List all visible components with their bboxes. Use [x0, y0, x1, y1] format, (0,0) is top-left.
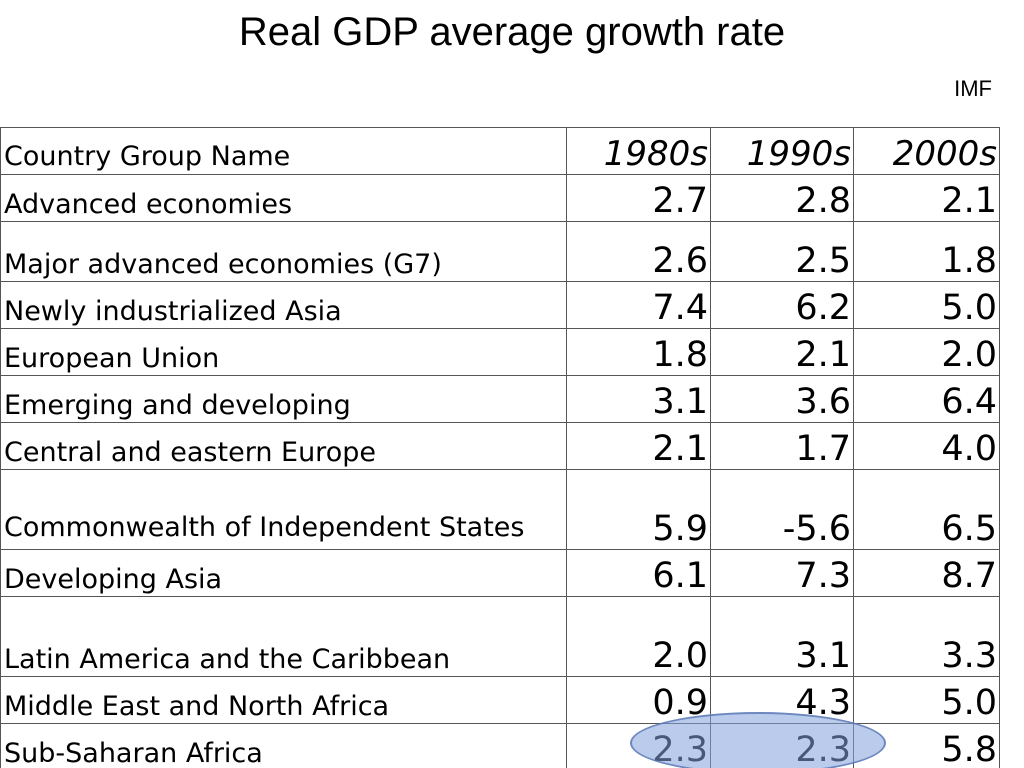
- value-2000s: 6.5: [853, 469, 1000, 550]
- value-1990s: 2.3: [710, 723, 854, 768]
- value-1990s: 3.1: [710, 596, 854, 677]
- value-2000s: 6.4: [853, 375, 1000, 423]
- value-1980s: 5.9: [566, 469, 711, 550]
- value-1990s: 2.1: [710, 328, 854, 376]
- row-name: Latin America and the Caribbean: [0, 596, 567, 677]
- value-1980s: 2.6: [566, 221, 711, 282]
- value-2000s: 8.7: [853, 549, 1000, 597]
- table-row: Advanced economies 2.7 2.8 2.1: [0, 174, 1000, 222]
- value-2000s: 1.8: [853, 221, 1000, 282]
- table-row: Emerging and developing 3.1 3.6 6.4: [0, 375, 1000, 423]
- value-1990s: 2.8: [710, 174, 854, 222]
- row-name: Middle East and North Africa: [0, 676, 567, 724]
- table-row: Latin America and the Caribbean 2.0 3.1 …: [0, 596, 1000, 677]
- row-name: Newly industrialized Asia: [0, 281, 567, 329]
- header-1990s: 1990s: [710, 127, 854, 175]
- table-row: Developing Asia 6.1 7.3 8.7: [0, 549, 1000, 597]
- value-1990s: 2.5: [710, 221, 854, 282]
- value-1980s: 1.8: [566, 328, 711, 376]
- header-country-group: Country Group Name: [0, 127, 567, 175]
- header-2000s: 2000s: [853, 127, 1000, 175]
- value-1990s: 1.7: [710, 422, 854, 470]
- value-1980s: 0.9: [566, 676, 711, 724]
- table-row: European Union 1.8 2.1 2.0: [0, 328, 1000, 376]
- page-title: Real GDP average growth rate: [238, 10, 786, 54]
- value-1990s: 4.3: [710, 676, 854, 724]
- table-row: Newly industrialized Asia 7.4 6.2 5.0: [0, 281, 1000, 329]
- value-1990s: 6.2: [710, 281, 854, 329]
- value-1980s: 2.0: [566, 596, 711, 677]
- value-1980s: 2.1: [566, 422, 711, 470]
- table-row: Central and eastern Europe 2.1 1.7 4.0: [0, 422, 1000, 470]
- value-1980s: 2.3: [566, 723, 711, 768]
- gdp-table: Country Group Name 1980s 1990s 2000s Adv…: [0, 127, 1000, 768]
- table-row: Commonwealth of Independent States 5.9 -…: [0, 469, 1000, 550]
- row-name: European Union: [0, 328, 567, 376]
- row-name: Advanced economies: [0, 174, 567, 222]
- value-1980s: 2.7: [566, 174, 711, 222]
- value-2000s: 2.0: [853, 328, 1000, 376]
- value-2000s: 2.1: [853, 174, 1000, 222]
- value-1990s: 7.3: [710, 549, 854, 597]
- value-1980s: 6.1: [566, 549, 711, 597]
- value-2000s: 3.3: [853, 596, 1000, 677]
- value-2000s: 5.0: [853, 281, 1000, 329]
- row-name: Developing Asia: [0, 549, 567, 597]
- value-1990s: -5.6: [710, 469, 854, 550]
- table-row: Sub-Saharan Africa 2.3 2.3 5.8: [0, 723, 1000, 768]
- row-name: Sub-Saharan Africa: [0, 723, 567, 768]
- row-name: Commonwealth of Independent States: [0, 469, 567, 550]
- table-header-row: Country Group Name 1980s 1990s 2000s: [0, 127, 1000, 175]
- value-2000s: 5.8: [853, 723, 1000, 768]
- row-name: Central and eastern Europe: [0, 422, 567, 470]
- table-row: Middle East and North Africa 0.9 4.3 5.0: [0, 676, 1000, 724]
- value-1980s: 3.1: [566, 375, 711, 423]
- row-name: Emerging and developing: [0, 375, 567, 423]
- table-row: Major advanced economies (G7) 2.6 2.5 1.…: [0, 221, 1000, 282]
- value-1990s: 3.6: [710, 375, 854, 423]
- value-2000s: 4.0: [853, 422, 1000, 470]
- source-label: IMF: [954, 76, 992, 101]
- value-2000s: 5.0: [853, 676, 1000, 724]
- header-1980s: 1980s: [566, 127, 711, 175]
- value-1980s: 7.4: [566, 281, 711, 329]
- row-name: Major advanced economies (G7): [0, 221, 567, 282]
